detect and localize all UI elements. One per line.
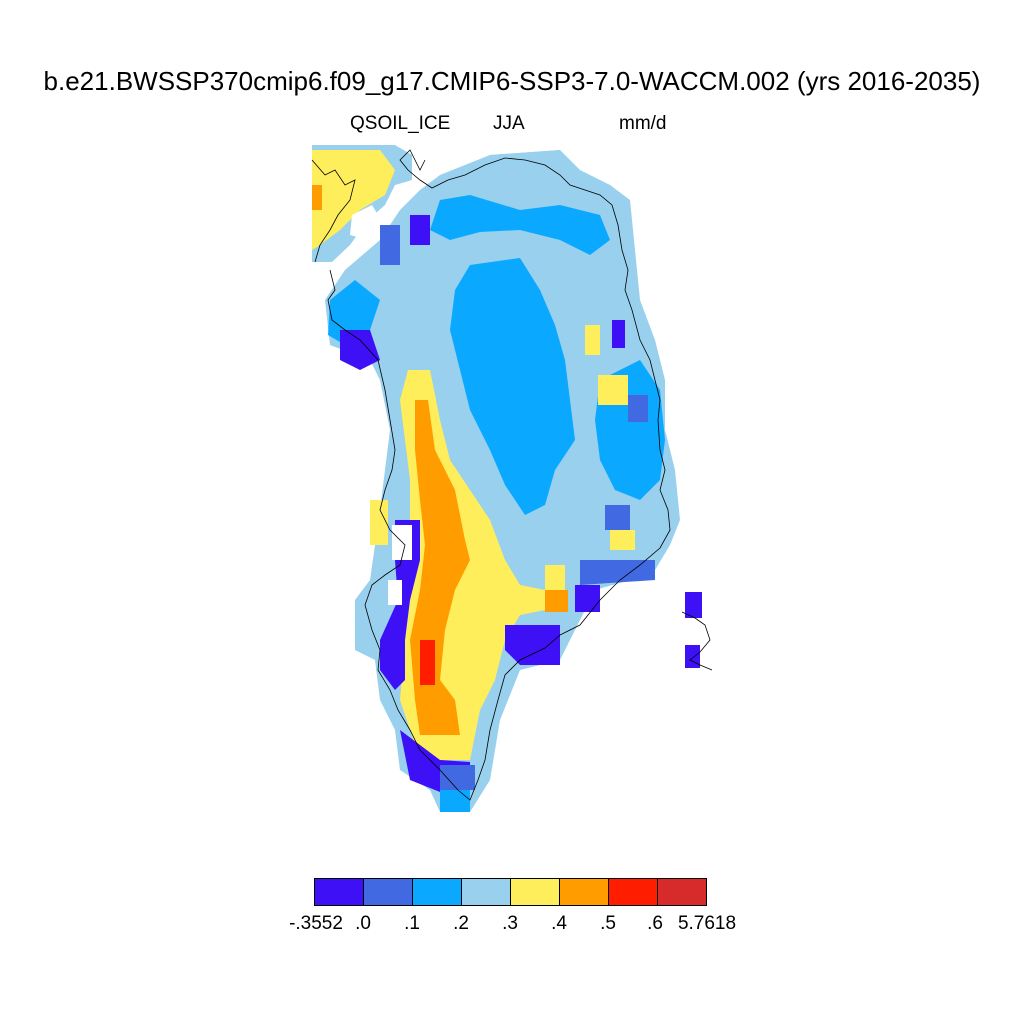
south-tip-cells	[440, 790, 470, 812]
colorbar-swatch	[658, 879, 706, 905]
colorbar-swatch	[364, 879, 413, 905]
colorbar-label: 5.7618	[677, 913, 737, 934]
colorbar-label: .3	[502, 913, 518, 934]
south-royal-cells	[440, 765, 475, 790]
plot-title: b.e21.BWSSP370cmip6.f09_g17.CMIP6-SSP3-7…	[43, 66, 981, 96]
nw-white-gap	[350, 205, 382, 240]
colorbar-label: .4	[551, 913, 567, 934]
nw-purple-cells	[340, 330, 380, 370]
colorbar-label: .6	[647, 913, 663, 934]
north-blue-band	[430, 195, 610, 255]
colorbar-label: .0	[355, 913, 371, 934]
southwest-red-cells	[420, 640, 435, 685]
southeast-purple-cells	[505, 625, 560, 665]
coastline	[311, 149, 713, 801]
west-coast-blue	[328, 280, 380, 345]
colorbar-swatch	[413, 879, 462, 905]
east-yellow-cells-3	[585, 325, 600, 355]
east-yellow-cells-2	[610, 530, 635, 550]
colorbar	[314, 878, 707, 906]
east-yellow-cells	[598, 375, 628, 405]
east-royal-cells	[580, 560, 655, 585]
northwest-land-cells	[312, 145, 412, 262]
colorbar-swatch	[315, 879, 364, 905]
west-yellow-cells	[370, 500, 388, 545]
ne-purple-cell	[612, 320, 625, 348]
colorbar-swatch	[560, 879, 609, 905]
west-white-gap-2	[388, 580, 402, 605]
southeast-yellow-cell	[545, 565, 565, 590]
southeast-orange-cell	[545, 590, 568, 612]
east-royal-cell-2	[628, 395, 648, 422]
nw-orange-cell	[312, 185, 322, 210]
variable-label: QSOIL_ICE	[350, 113, 451, 134]
coastal-low-value-cells	[340, 215, 655, 812]
colorbar-label: .1	[404, 913, 420, 934]
north-purple-cell	[410, 215, 430, 245]
season-label: JJA	[493, 113, 525, 134]
east-royal-cell-3	[605, 505, 630, 530]
ice-interior-blue	[450, 258, 575, 515]
colorbar-label: -.3552	[289, 913, 343, 934]
east-island-cells-2	[685, 645, 700, 668]
west-royal-cells	[380, 225, 400, 265]
units-label: mm/d	[619, 113, 667, 134]
colorbar-label: .2	[453, 913, 469, 934]
colorbar-label: .5	[600, 913, 616, 934]
east-island-cells-1	[685, 592, 702, 618]
colorbar-swatch	[511, 879, 560, 905]
colorbar-swatch	[609, 879, 658, 905]
colorbar-swatch	[462, 879, 511, 905]
southeast-royal-cells	[575, 585, 600, 612]
